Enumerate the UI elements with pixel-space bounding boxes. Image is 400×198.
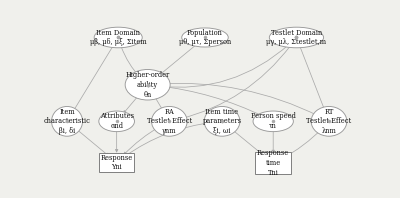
Text: Testlet Domain
μγ, μλ, Σtestlet,m: Testlet Domain μγ, μλ, Σtestlet,m xyxy=(266,29,326,46)
Ellipse shape xyxy=(204,107,240,136)
Text: Attributes
αnd: Attributes αnd xyxy=(100,112,134,130)
FancyBboxPatch shape xyxy=(255,152,291,174)
Text: Item
characteristic
βi, δi: Item characteristic βi, δi xyxy=(44,108,90,135)
Ellipse shape xyxy=(311,107,347,136)
Ellipse shape xyxy=(182,28,228,47)
Text: Higher-order
ability
θn: Higher-order ability θn xyxy=(126,71,170,99)
Text: Population
μθ, μτ, Σperson: Population μθ, μτ, Σperson xyxy=(179,29,231,46)
FancyBboxPatch shape xyxy=(99,153,134,172)
Text: Person speed
τn: Person speed τn xyxy=(251,112,296,130)
Text: RA
Testlet Effect
γnm: RA Testlet Effect γnm xyxy=(147,108,192,135)
Text: RT
Testlet Effect
λnm: RT Testlet Effect λnm xyxy=(306,108,352,135)
Text: Response
Yni: Response Yni xyxy=(100,154,133,171)
Ellipse shape xyxy=(99,111,134,132)
Ellipse shape xyxy=(253,111,293,132)
Ellipse shape xyxy=(269,27,324,48)
Text: Item time
parameters
ξi, ωi: Item time parameters ξi, ωi xyxy=(202,108,242,135)
Ellipse shape xyxy=(125,69,170,100)
Ellipse shape xyxy=(94,27,142,48)
Ellipse shape xyxy=(52,107,82,136)
Text: Item Domain
μβ, μδ, μξ, Σitem: Item Domain μβ, μδ, μξ, Σitem xyxy=(90,29,146,46)
Ellipse shape xyxy=(152,107,187,136)
Text: Response
time
Tni: Response time Tni xyxy=(257,149,289,177)
